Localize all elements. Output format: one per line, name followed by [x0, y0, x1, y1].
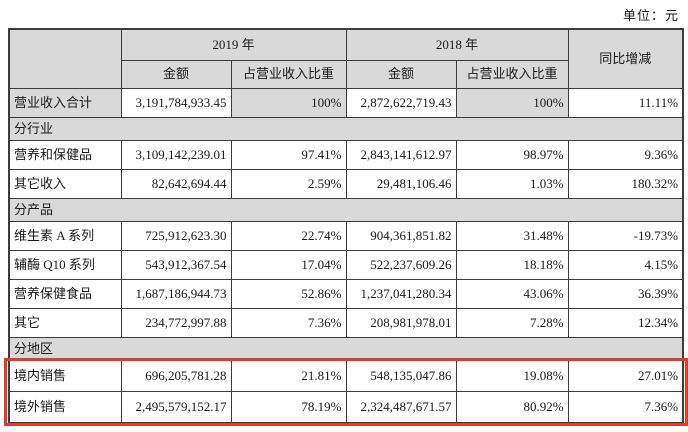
pct-2019-cell: 100%: [230, 88, 347, 118]
table-row: 辅酶 Q10 系列 543,912,367.54 17.04% 522,237,609…: [8, 250, 684, 280]
row-label: 营业收入合计: [8, 88, 122, 118]
table-row: 其它收入 82,642,694.44 2.59% 29,481,106.46 1.03%…: [8, 169, 684, 199]
amount-2018-cell: 208,981,978.01: [345, 308, 457, 338]
section-row: 分地区: [8, 337, 684, 361]
table-row: 营业收入合计 3,191,784,933.45 100% 2,872,622,719.…: [8, 88, 684, 118]
table-body: 营业收入合计 3,191,784,933.45 100% 2,872,622,719.…: [8, 88, 684, 424]
unit-label: 单位：元: [622, 8, 679, 23]
row-label: 其它: [8, 308, 122, 338]
section-label: 分地区: [8, 337, 684, 361]
pct-2019-cell: 21.81%: [230, 360, 347, 392]
pct-2018-cell: 19.08%: [455, 360, 569, 392]
corner-blank-cell: [8, 28, 122, 89]
amount-2019-cell: 543,912,367.54: [120, 250, 232, 280]
year-2019-header: 2019 年: [120, 28, 347, 61]
growth-cell: 11.11%: [567, 88, 684, 118]
growth-cell: 36.39%: [567, 279, 684, 309]
pct-2019-cell: 17.04%: [230, 250, 347, 280]
row-label: 境内销售: [8, 360, 122, 392]
growth-cell: -19.73%: [567, 221, 684, 251]
section-row: 分产品: [8, 198, 684, 222]
amount-2019-cell: 3,191,784,933.45: [120, 88, 232, 118]
pct-2019-cell: 78.19%: [230, 391, 347, 424]
amount-2019-cell: 2,495,579,152.17: [120, 391, 232, 424]
pct-2018-header: 占营业收入比重: [455, 60, 569, 89]
table-row: 营养保健食品 1,687,186,944.73 52.86% 1,237,041,28…: [8, 279, 684, 309]
amount-2019-cell: 82,642,694.44: [120, 169, 232, 199]
growth-cell: 180.32%: [567, 169, 684, 199]
pct-2018-cell: 18.18%: [455, 250, 569, 280]
pct-2018-cell: 1.03%: [455, 169, 569, 199]
table-row: 境外销售 2,495,579,152.17 78.19% 2,324,487,671.…: [8, 391, 684, 424]
pct-2019-cell: 2.59%: [230, 169, 347, 199]
amount-2019-cell: 696,205,781.28: [120, 360, 232, 392]
amount-2019-header: 金额: [120, 60, 232, 89]
row-label: 营养保健食品: [8, 279, 122, 309]
pct-2018-cell: 43.06%: [455, 279, 569, 309]
pct-2019-header: 占营业收入比重: [230, 60, 347, 89]
amount-2018-cell: 2,843,141,612.97: [345, 140, 457, 170]
header-row-years: 2019 年 2018 年 同比增减: [8, 28, 684, 89]
table-row: 营养和保健品 3,109,142,239.01 97.41% 2,843,141,61…: [8, 140, 684, 170]
pct-2018-cell: 31.48%: [455, 221, 569, 251]
amount-2018-cell: 548,135,047.86: [345, 360, 457, 392]
amount-2018-cell: 522,237,609.26: [345, 250, 457, 280]
row-label: 其它收入: [8, 169, 122, 199]
pct-2019-cell: 22.74%: [230, 221, 347, 251]
row-label: 境外销售: [8, 391, 122, 424]
pct-2018-cell: 100%: [455, 88, 569, 118]
amount-2018-cell: 904,361,851.82: [345, 221, 457, 251]
row-label: 营养和保健品: [8, 140, 122, 170]
revenue-table: 2019 年 2018 年 同比增减 金额 占营业收入比重 金额 占营业收入比重…: [8, 28, 685, 424]
row-label: 辅酶 Q10 系列: [8, 250, 122, 280]
pct-2018-cell: 7.28%: [455, 308, 569, 338]
amount-2018-cell: 29,481,106.46: [345, 169, 457, 199]
amount-2018-cell: 1,237,041,280.34: [345, 279, 457, 309]
amount-2018-cell: 2,872,622,719.43: [345, 88, 457, 118]
header-row-measures: 金额 占营业收入比重 金额 占营业收入比重: [9, 60, 683, 89]
amount-2018-header: 金额: [345, 60, 457, 89]
pct-2018-cell: 80.92%: [455, 391, 569, 424]
amount-2019-cell: 725,912,623.30: [120, 221, 232, 251]
pct-2018-cell: 98.97%: [455, 140, 569, 170]
year-2018-header: 2018 年: [345, 28, 569, 61]
amount-2019-cell: 3,109,142,239.01: [120, 140, 232, 170]
growth-cell: 4.15%: [567, 250, 684, 280]
growth-cell: 7.36%: [567, 391, 684, 424]
row-label: 维生素 A 系列: [8, 221, 122, 251]
amount-2019-cell: 1,687,186,944.73: [120, 279, 232, 309]
amount-2018-cell: 2,324,487,671.57: [345, 391, 457, 424]
table-row: 其它 234,772,997.88 7.36% 208,981,978.01 7.28%…: [8, 308, 684, 338]
amount-2019-cell: 234,772,997.88: [120, 308, 232, 338]
section-label: 分行业: [8, 117, 684, 141]
pct-2019-cell: 7.36%: [230, 308, 347, 338]
pct-2019-cell: 97.41%: [230, 140, 347, 170]
section-row: 分行业: [8, 117, 684, 141]
growth-cell: 12.34%: [567, 308, 684, 338]
pct-2019-cell: 52.86%: [230, 279, 347, 309]
growth-cell: 27.01%: [567, 360, 684, 392]
section-label: 分产品: [8, 198, 684, 222]
growth-cell: 9.36%: [567, 140, 684, 170]
yoy-change-header: 同比增减: [567, 28, 684, 89]
table-row: 维生素 A 系列 725,912,623.30 22.74% 904,361,851.…: [8, 221, 684, 251]
table-row: 境内销售 696,205,781.28 21.81% 548,135,047.86 19…: [8, 360, 684, 392]
